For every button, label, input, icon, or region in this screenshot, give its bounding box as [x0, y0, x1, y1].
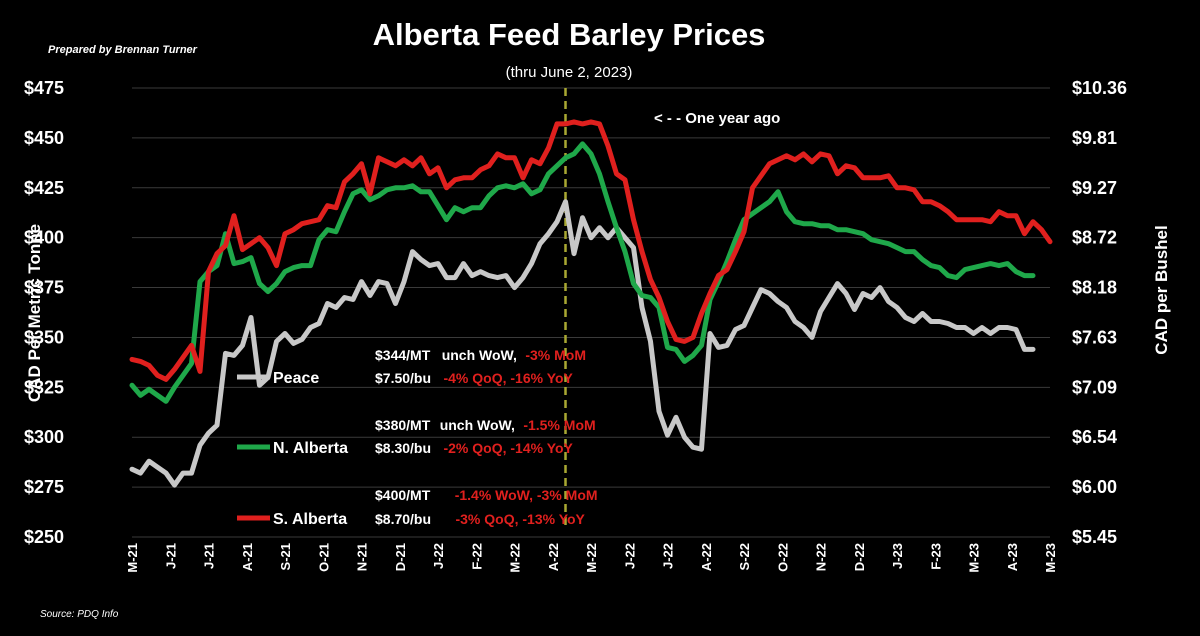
right-y-tick: $5.45: [1072, 527, 1117, 547]
s-alberta-line: [129, 119, 1053, 382]
x-tick: M-21: [125, 543, 140, 573]
x-tick: D-22: [852, 543, 867, 571]
credit-text: Prepared by Brennan Turner: [48, 44, 198, 56]
right-y-tick: $6.54: [1072, 427, 1117, 447]
right-y-axis: $5.45 $6.00 $6.54 $7.09 $7.63 $8.18 $8.72 $9.27…: [1072, 78, 1127, 547]
left-axis-label: CAD Per Metric Tonne: [25, 224, 44, 402]
right-y-tick: $8.72: [1072, 228, 1117, 248]
left-y-tick: $250: [24, 527, 64, 547]
peace-annotation-line1: $344/MT unch WoW, -3% MoM: [375, 347, 586, 364]
one-year-ago-note: < - - One year ago: [654, 110, 780, 127]
chart-title: Alberta Feed Barley Prices: [373, 17, 766, 52]
x-tick: A-21: [240, 543, 255, 571]
legend-peace-label: Peace: [273, 370, 319, 387]
left-y-tick: $450: [24, 128, 64, 148]
x-tick: N-22: [814, 543, 829, 571]
s-alberta-annotation-line1: $400/MT -1.4% WoW, -3% MoM: [375, 487, 598, 504]
chart-subtitle: (thru June 2, 2023): [506, 64, 633, 81]
x-tick: M-22: [508, 543, 523, 573]
n-alberta-annotation-line2: $8.30/bu -2% QoQ, -14% YoY: [375, 440, 574, 457]
x-tick: O-21: [316, 543, 331, 572]
n-alberta-bu: $8.30/bu: [375, 440, 431, 456]
x-tick: S-22: [737, 543, 752, 570]
n-alberta-qoq: -2% QoQ, -14% YoY: [443, 440, 573, 456]
x-tick: O-22: [775, 543, 790, 572]
s-alberta-bu: $8.70/bu: [375, 511, 431, 527]
peace-annotation-line2: $7.50/bu -4% QoQ, -16% YoY: [375, 370, 574, 387]
series-lines: [129, 119, 1053, 488]
source-text: Source: PDQ Info: [40, 609, 119, 620]
x-tick: F-23: [928, 543, 943, 570]
right-y-tick: $10.36: [1072, 78, 1127, 98]
n-alberta-mom: -1.5% MoM: [523, 417, 595, 433]
left-y-tick: $400: [24, 228, 64, 248]
x-axis: M-21 J-21 J-21 A-21 S-21 O-21 N-21 D-21 J-22 F-22…: [125, 543, 1058, 573]
x-tick: J-22: [661, 543, 676, 569]
n-alberta-annotation-line1: $380/MT unch WoW, -1.5% MoM: [375, 417, 596, 434]
left-y-tick: $475: [24, 78, 64, 98]
right-y-tick: $8.18: [1072, 278, 1117, 298]
n-alberta-price: $380/MT: [375, 417, 431, 433]
x-tick: A-23: [1005, 543, 1020, 571]
peace-bu: $7.50/bu: [375, 370, 431, 386]
left-y-tick: $350: [24, 327, 64, 347]
x-tick: S-21: [278, 543, 293, 570]
n-alberta-wow: unch WoW,: [440, 417, 515, 433]
x-tick: D-21: [393, 543, 408, 571]
x-tick: N-21: [355, 543, 370, 571]
legend-n-alberta-label: N. Alberta: [273, 440, 348, 457]
left-y-tick: $425: [24, 178, 64, 198]
x-tick: J-22: [431, 543, 446, 569]
x-tick: J-21: [202, 543, 217, 569]
x-tick: F-22: [469, 543, 484, 570]
right-y-tick: $7.63: [1072, 327, 1117, 347]
s-alberta-price: $400/MT: [375, 487, 431, 503]
x-tick: A-22: [699, 543, 714, 571]
left-y-tick: $300: [24, 427, 64, 447]
s-alberta-qoq: -3% QoQ, -13% YoY: [455, 511, 585, 527]
right-y-tick: $9.27: [1072, 178, 1117, 198]
peace-wow: unch WoW,: [442, 347, 517, 363]
left-y-tick: $325: [24, 377, 64, 397]
left-y-tick: $375: [24, 278, 64, 298]
left-y-axis: $250 $275 $300 $325 $350 $375 $400 $425 $450 $475: [24, 78, 64, 547]
legend-s-alberta-label: S. Alberta: [273, 511, 347, 528]
peace-line: [129, 199, 1036, 488]
x-tick: A-22: [546, 543, 561, 571]
x-tick: J-21: [163, 543, 178, 569]
x-tick: M-23: [967, 543, 982, 573]
right-y-tick: $7.09: [1072, 377, 1117, 397]
x-tick: M-22: [584, 543, 599, 573]
x-tick: M-23: [1043, 543, 1058, 573]
right-y-tick: $9.81: [1072, 128, 1117, 148]
x-tick: J-22: [622, 543, 637, 569]
n-alberta-line: [129, 141, 1036, 404]
left-y-tick: $275: [24, 477, 64, 497]
peace-price: $344/MT: [375, 347, 431, 363]
peace-mom: -3% MoM: [525, 347, 586, 363]
right-axis-label: CAD per Bushel: [1152, 225, 1171, 354]
s-alberta-wow: -1.4% WoW, -3% MoM: [455, 487, 598, 503]
peace-qoq: -4% QoQ, -16% YoY: [443, 370, 573, 386]
s-alberta-annotation-line2: $8.70/bu -3% QoQ, -13% YoY: [375, 511, 586, 528]
right-y-tick: $6.00: [1072, 477, 1117, 497]
x-tick: J-23: [890, 543, 905, 569]
